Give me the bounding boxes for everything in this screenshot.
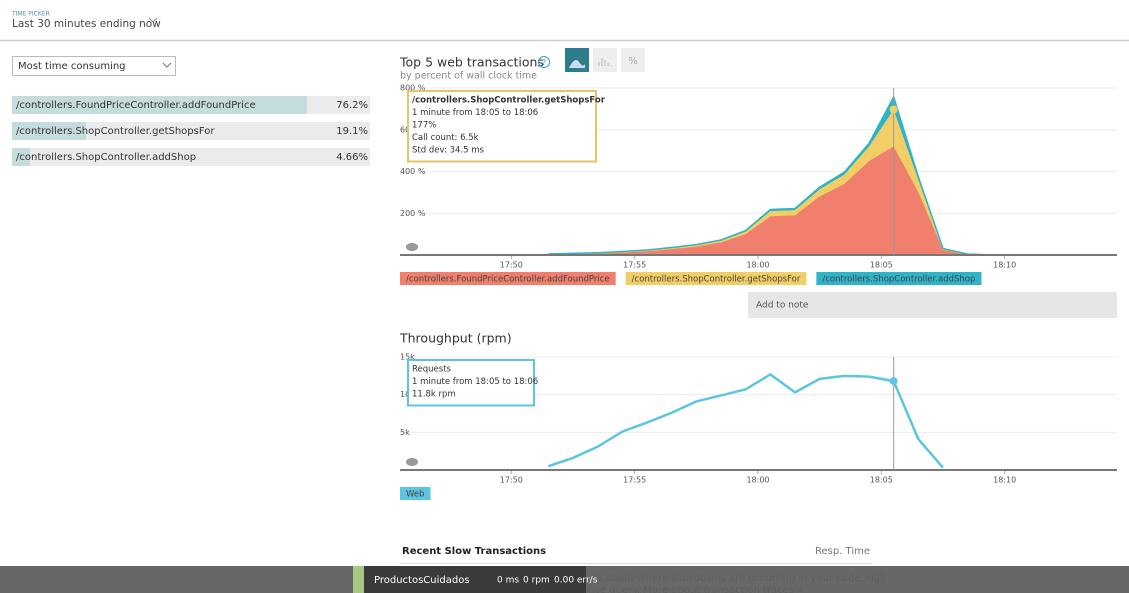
cursor-dot [889,105,898,114]
time-picker-label: TIME PICKER [11,11,50,18]
help-icon-text[interactable]: ? [542,58,546,67]
transaction-name[interactable]: /controllers.ShopController.getShopsFor [16,126,215,137]
status-panel [364,566,586,593]
tooltip-line: Requests [412,365,452,375]
y-tick-label: 5k [400,428,410,437]
chevron[interactable] [148,17,158,23]
tooltip-line: /controllers.ShopController.getShopsFor [412,96,606,106]
transaction-name[interactable]: /controllers.FoundPriceController.addFou… [16,100,256,111]
tooltip-line: 1 minute from 18:05 to 18:06 [412,108,538,118]
percent-label: 4.66% [336,152,368,163]
x-tick-label: 18:10 [993,261,1016,270]
chart-title: Top 5 web transactions [399,55,544,70]
chart-icon [406,243,418,251]
x-tick-label: 18:10 [993,476,1016,485]
legend-swatch[interactable] [625,272,807,285]
status-indicator [353,566,364,593]
tooltip [407,359,535,407]
legend-label[interactable]: Web [406,490,425,500]
note-button[interactable] [748,292,1117,318]
y-tick-label: 200 % [400,209,426,218]
area-view-button[interactable] [565,48,589,72]
legend-swatch[interactable] [400,272,616,285]
tooltip-line: 177% [412,121,436,131]
help-icon[interactable] [538,56,550,68]
column-header: Resp. Time [815,546,870,557]
tooltip-line: Std dev: 34.5 ms [412,146,484,156]
percent-button-label[interactable]: % [628,56,638,67]
legend-swatch[interactable] [816,272,982,285]
bar-icon[interactable] [598,58,612,66]
y-tick-label: 15k [400,353,415,362]
line [547,372,944,469]
area-fill [548,109,993,255]
x-tick-label: 18:05 [870,476,893,485]
time-picker-value[interactable]: Last 30 minutes ending now [12,18,161,30]
section-title: Recent Slow Transactions [402,546,546,557]
area-fill [548,146,993,255]
tooltip-line: 1 minute from 18:05 to 18:06 [412,377,538,387]
legend-label[interactable]: /controllers.ShopController.addShop [822,275,975,285]
row-background[interactable] [12,122,370,140]
chevron[interactable] [162,62,172,68]
x-tick-label: 18:05 [870,261,893,270]
legend-label[interactable]: /controllers.FoundPriceController.addFou… [406,275,610,285]
transaction-name[interactable]: /controllers.ShopController.addShop [16,152,196,163]
error-rate: 0.00 err/s [554,576,598,586]
legend-label[interactable]: /controllers.ShopController.getShopsFor [632,275,801,285]
x-tick-label: 17:55 [623,476,646,485]
x-tick-label: 18:00 [746,261,769,270]
select-box[interactable] [12,56,176,76]
tooltip [407,90,597,163]
cursor-dot [889,377,898,386]
percent-label: 76.2% [336,100,368,111]
chart-title: Throughput (rpm) [399,331,512,346]
note-button-label[interactable]: Add to note [756,301,809,311]
x-tick-label: 17:55 [623,261,646,270]
y-tick-label: 400 % [400,167,426,176]
tooltip-line: Call count: 6.5k [412,133,479,143]
response-time: 0 ms [497,576,519,586]
area-edge [548,95,993,256]
percent-view-button[interactable] [621,48,645,72]
row-background[interactable] [12,148,370,166]
app-name[interactable]: ProductosCuidados [374,575,470,586]
x-tick-label: 17:50 [500,476,523,485]
x-tick-label: 18:00 [746,476,769,485]
percent-label: 19.1% [336,126,368,137]
x-tick-label: 17:50 [500,261,523,270]
bar [12,96,307,114]
chart-icon [406,458,418,466]
y-tick-label: 800 % [400,84,426,93]
select-value[interactable]: Most time consuming [18,61,126,72]
legend-swatch[interactable] [400,487,431,500]
throughput: 0 rpm [523,576,550,586]
chart-subtitle: by percent of wall clock time [400,71,537,82]
bar [12,122,86,140]
tooltip-line: 11.8k rpm [412,390,456,400]
bar [12,148,31,166]
area-icon[interactable] [569,60,585,68]
